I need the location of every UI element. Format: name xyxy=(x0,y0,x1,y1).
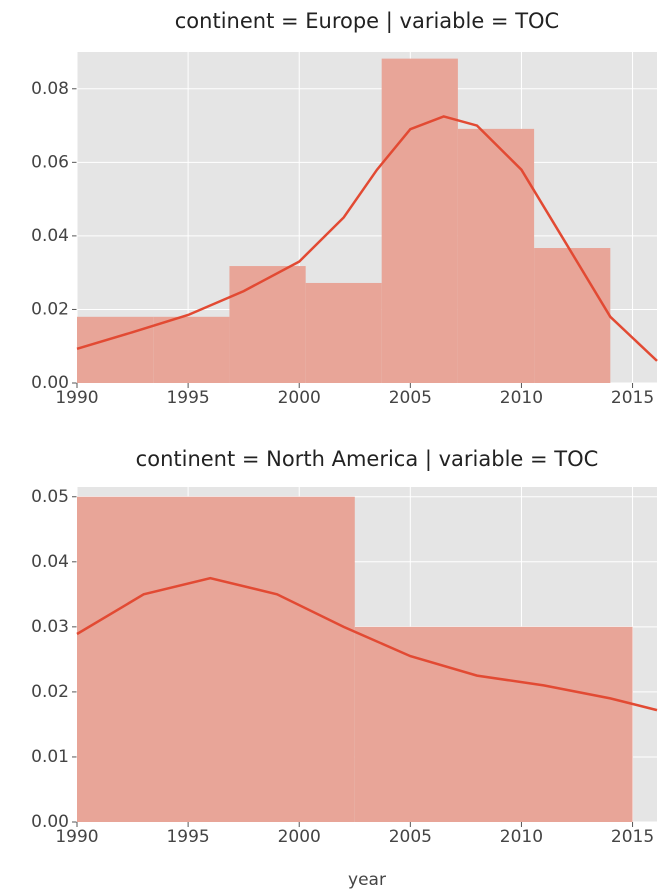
y-tick-label: 0.05 xyxy=(31,487,69,507)
y-tick-label: 0.04 xyxy=(31,226,69,246)
histogram-bar xyxy=(153,316,230,383)
histogram-bar xyxy=(77,316,154,383)
x-tick-label: 2010 xyxy=(500,827,543,847)
x-tick-label: 1990 xyxy=(55,827,98,847)
histogram-bar xyxy=(305,282,382,383)
x-tick-label: 2000 xyxy=(278,388,321,408)
chart-title: continent = North America | variable = T… xyxy=(136,447,599,472)
x-tick-label: 1995 xyxy=(166,827,209,847)
chart-title: continent = Europe | variable = TOC xyxy=(175,9,559,34)
x-tick-label: 1990 xyxy=(55,388,98,408)
y-tick-label: 0.08 xyxy=(31,79,69,99)
y-tick-label: 0.00 xyxy=(31,812,69,832)
kde-line xyxy=(76,576,658,712)
x-tick-label: 2010 xyxy=(500,388,543,408)
kde-line xyxy=(76,115,658,362)
histogram-bar xyxy=(457,128,535,383)
x-tick-label: 2015 xyxy=(611,388,654,408)
histogram-bar xyxy=(229,266,306,383)
histogram-bar xyxy=(534,248,611,383)
y-tick-label: 0.03 xyxy=(31,617,69,637)
y-tick-label: 0.04 xyxy=(31,552,69,572)
histogram-bar xyxy=(77,496,355,822)
x-tick-label: 2005 xyxy=(389,827,432,847)
x-axis-label: year xyxy=(348,870,386,890)
y-tick-label: 0.00 xyxy=(31,373,69,393)
y-tick-label: 0.02 xyxy=(31,682,69,702)
x-tick-label: 2015 xyxy=(611,827,654,847)
y-tick-label: 0.01 xyxy=(31,747,69,767)
x-tick-label: 2000 xyxy=(278,827,321,847)
y-tick-label: 0.06 xyxy=(31,152,69,172)
x-tick-label: 2005 xyxy=(389,388,432,408)
x-tick-label: 1995 xyxy=(166,388,209,408)
histogram-bar xyxy=(381,58,458,384)
y-tick-label: 0.02 xyxy=(31,299,69,319)
histogram-bar xyxy=(354,626,633,822)
